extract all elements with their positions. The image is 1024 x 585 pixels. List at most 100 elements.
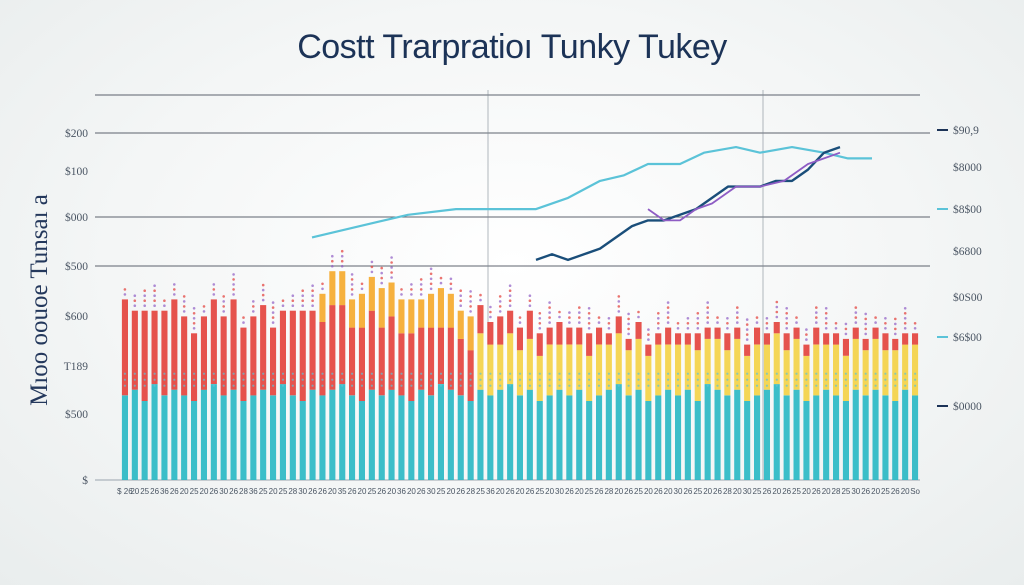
- bar-segment: [714, 389, 721, 480]
- marker-dot: [726, 384, 729, 387]
- x-tick-label: 35: [338, 487, 347, 496]
- marker-dot: [459, 294, 463, 298]
- marker-dot: [825, 372, 828, 375]
- x-tick-label: 36: [160, 487, 169, 496]
- bar-segment: [536, 401, 543, 480]
- marker-dot: [538, 384, 541, 387]
- x-tick-label: 26: [229, 487, 238, 496]
- marker-dot: [242, 384, 245, 387]
- bar-segment: [833, 344, 840, 396]
- marker-dot: [479, 384, 482, 387]
- marker-dot: [558, 372, 561, 375]
- x-tick-label: 20: [516, 487, 525, 496]
- bar-segment: [457, 395, 464, 480]
- marker-dot: [390, 271, 393, 274]
- marker-dot: [459, 299, 463, 303]
- right-tick-label: $0S00: [953, 291, 983, 304]
- bar-segment: [220, 316, 227, 396]
- marker-dot: [350, 283, 354, 286]
- x-tick-label: 25: [476, 487, 485, 496]
- marker-dot: [716, 378, 719, 381]
- marker-dot: [568, 321, 571, 324]
- x-tick-label: 26: [595, 487, 604, 496]
- x-tick-label: 26: [713, 487, 722, 496]
- marker-dot: [459, 384, 462, 387]
- bar-segment: [734, 338, 741, 390]
- bar-segment: [635, 389, 642, 480]
- marker-dot: [469, 300, 472, 303]
- marker-dot: [469, 295, 472, 298]
- bar-segment: [378, 327, 385, 396]
- marker-dot: [272, 378, 275, 381]
- marker-dot: [232, 283, 235, 286]
- marker-dot: [390, 384, 393, 387]
- marker-dot: [252, 305, 255, 308]
- bar-segment: [596, 395, 603, 480]
- x-tick-label: 25: [367, 487, 376, 496]
- bar-segment: [447, 389, 454, 480]
- marker-dot: [706, 384, 709, 387]
- bar-segment: [250, 316, 257, 396]
- marker-dot: [696, 322, 700, 325]
- marker-dot: [123, 372, 126, 375]
- marker-dot: [785, 327, 788, 330]
- x-tick-label: 26: [318, 487, 327, 496]
- marker-dot: [281, 299, 285, 303]
- marker-dot: [607, 327, 611, 330]
- marker-dot: [785, 322, 788, 325]
- marker-dot: [499, 384, 502, 387]
- bar-segment: [497, 316, 504, 345]
- bar-segment: [121, 395, 128, 480]
- bar-segment: [576, 327, 583, 345]
- bar-segment: [428, 327, 435, 396]
- marker-dot: [805, 328, 808, 331]
- marker-dot: [311, 372, 314, 375]
- marker-dot: [163, 384, 166, 387]
- marker-dot: [340, 264, 344, 268]
- bar-segment: [230, 299, 237, 390]
- bar-segment: [566, 327, 573, 345]
- marker-dot: [745, 328, 749, 331]
- x-tick-label: 25: [437, 487, 446, 496]
- marker-dot: [657, 372, 660, 375]
- left-tick-label: T189: [64, 361, 89, 373]
- bar-segment: [408, 299, 415, 334]
- bar-segment: [279, 310, 286, 385]
- marker-dot: [834, 327, 838, 330]
- x-tick-label: 25: [585, 487, 594, 496]
- marker-dot: [795, 316, 798, 319]
- x-tick-label: 20: [180, 487, 189, 496]
- bar-segment: [319, 322, 326, 396]
- bar-segment: [141, 310, 148, 401]
- marker-dot: [410, 372, 413, 375]
- marker-dot: [271, 321, 275, 324]
- bar-segment: [309, 310, 316, 390]
- marker-dot: [390, 372, 393, 375]
- marker-dot: [568, 316, 571, 319]
- marker-dot: [508, 289, 512, 293]
- bar-segment: [605, 344, 612, 390]
- marker-dot: [311, 284, 314, 288]
- marker-dot: [261, 283, 265, 287]
- x-tick-label: 20: [802, 487, 811, 496]
- bar-segment: [645, 355, 652, 401]
- bar-segment: [408, 401, 415, 480]
- marker-dot: [864, 312, 867, 316]
- marker-dot: [508, 304, 512, 308]
- marker-dot: [627, 372, 630, 375]
- marker-dot: [825, 384, 828, 387]
- bar-segment: [289, 310, 296, 396]
- marker-dot: [736, 316, 739, 319]
- marker-dot: [834, 372, 838, 375]
- marker-dot: [439, 378, 443, 381]
- marker-dot: [182, 305, 186, 308]
- marker-dot: [913, 322, 917, 325]
- bar-segment: [694, 333, 701, 351]
- bar-segment: [823, 344, 830, 390]
- marker-dot: [588, 384, 591, 387]
- marker-dot: [301, 372, 304, 375]
- marker-dot: [657, 384, 660, 387]
- series-line: [647, 151, 841, 222]
- marker-dot: [587, 312, 591, 315]
- marker-dot: [489, 305, 492, 309]
